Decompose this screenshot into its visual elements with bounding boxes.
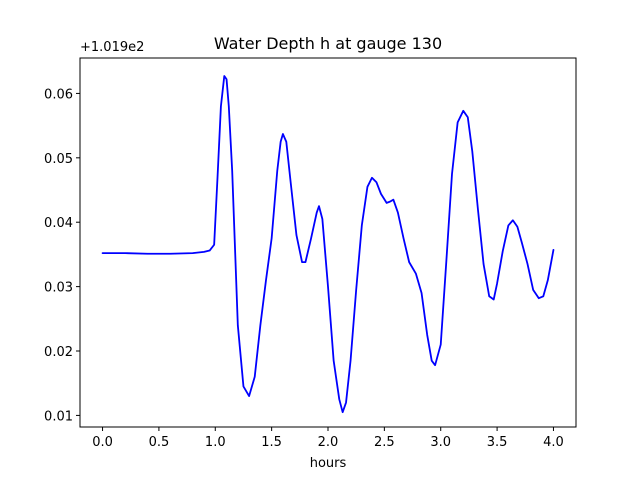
x-tick-label: 2.0	[318, 435, 339, 450]
x-tick-label: 4.0	[543, 435, 564, 450]
x-tick-label: 3.5	[487, 435, 508, 450]
series-line-0	[101, 75, 555, 414]
x-tick-label: 2.5	[374, 435, 395, 450]
y-tick-label: 0.01	[44, 409, 73, 424]
x-tick-label: 1.5	[261, 435, 282, 450]
x-axis-label: hours	[310, 456, 347, 471]
y-tick-label: 0.03	[44, 281, 73, 296]
y-tick-label: 0.06	[44, 87, 73, 102]
y-tick-label: 0.05	[44, 152, 73, 167]
x-tick-label: 0.5	[149, 435, 170, 450]
x-tick-label: 1.0	[205, 435, 226, 450]
chart-title: Water Depth h at gauge 130	[214, 34, 442, 53]
axes-frame	[79, 57, 577, 428]
axis-ticks: 0.0 0.5 1.0 1.5 2.0 2.5 3.0 3.5 4.0 0.01 0.02 0.03 0…	[44, 87, 564, 450]
x-tick-label: 0.0	[92, 435, 113, 450]
y-tick-label: 0.02	[44, 345, 73, 360]
plot-area	[101, 75, 555, 414]
y-offset-label: +1.019e2	[80, 40, 144, 55]
y-tick-label: 0.04	[44, 216, 73, 231]
x-tick-label: 3.0	[430, 435, 451, 450]
